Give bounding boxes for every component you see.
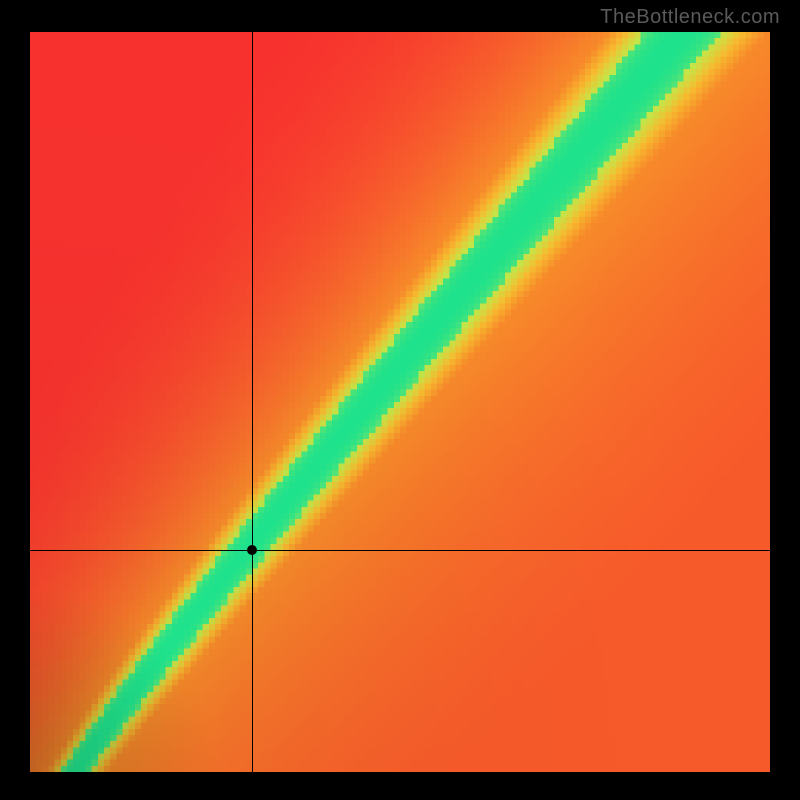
heatmap-plot bbox=[30, 32, 770, 772]
chart-frame: TheBottleneck.com bbox=[0, 0, 800, 800]
heatmap-canvas bbox=[30, 32, 770, 772]
crosshair-vertical bbox=[252, 32, 253, 772]
bottleneck-marker bbox=[247, 545, 257, 555]
crosshair-horizontal bbox=[30, 550, 770, 551]
watermark-text: TheBottleneck.com bbox=[600, 6, 780, 29]
